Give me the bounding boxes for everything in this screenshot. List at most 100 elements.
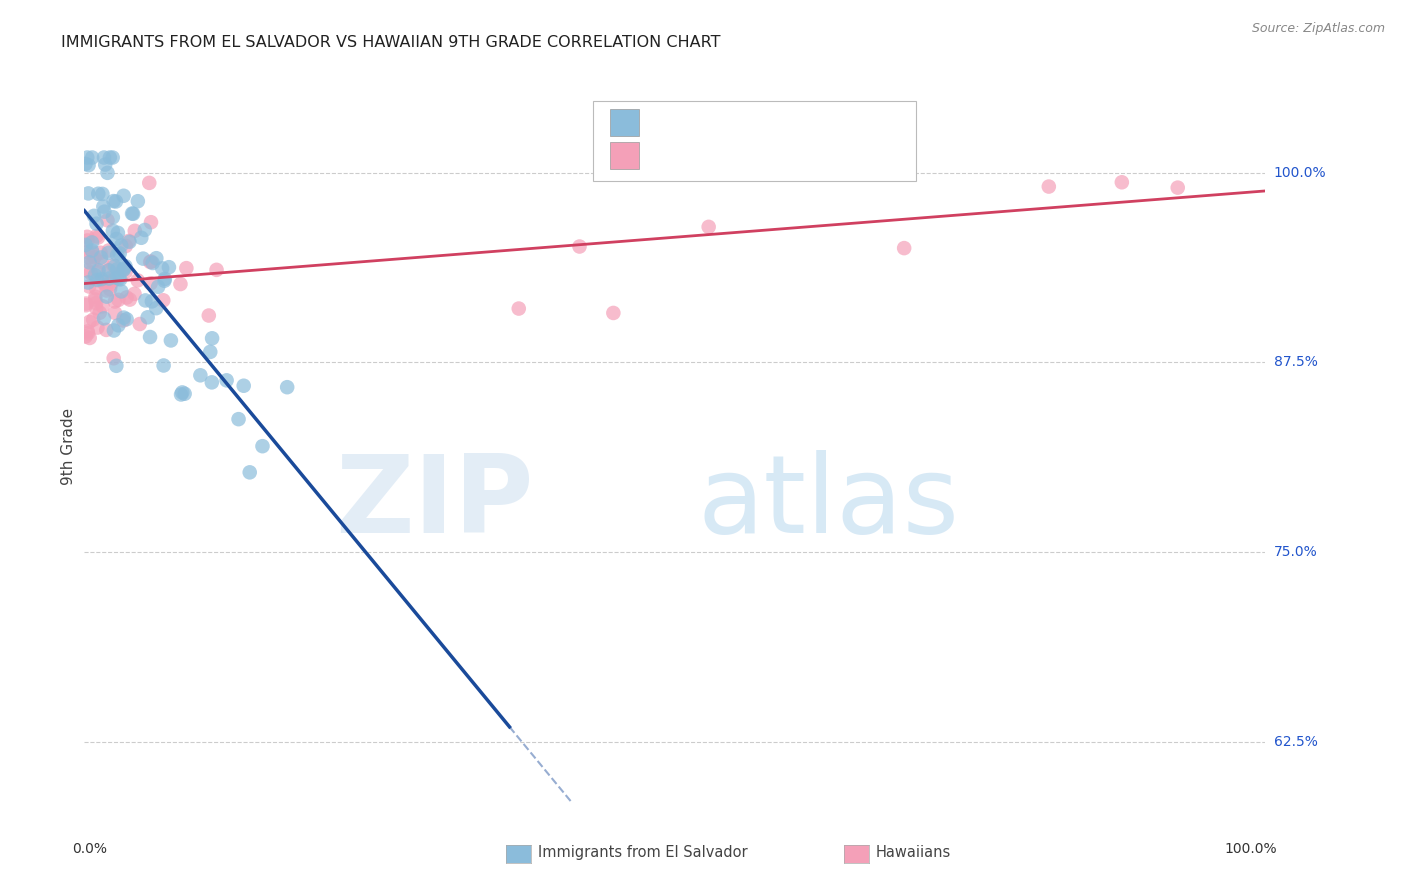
Point [76,234,98,248]
Text: R =: R = [654,148,685,163]
Point [94,277,117,292]
Point [76,325,98,339]
Point [176,261,198,276]
Point [93,204,115,219]
Point [93,151,115,165]
Point [239,466,262,480]
Point [101,224,124,238]
Point [142,256,165,270]
Point [75,157,97,171]
Point [112,261,135,276]
Point [118,235,141,249]
Point [122,207,145,221]
Point [101,151,124,165]
Point [139,277,162,291]
Point [104,259,127,273]
Point [169,277,191,291]
Point [76,263,98,277]
Point [84,268,107,282]
Point [82,312,104,326]
Point [79,255,101,269]
Point [205,263,228,277]
Point [91,275,114,289]
Point [152,293,174,308]
Point [121,206,143,220]
Point [153,274,176,288]
Point [276,380,298,394]
Point [76,151,98,165]
Point [83,209,105,223]
Point [107,262,129,277]
Point [86,217,108,231]
Point [105,232,128,246]
Point [77,250,100,264]
Point [79,266,101,280]
Text: IMMIGRANTS FROM EL SALVADOR VS HAWAIIAN 9TH GRADE CORRELATION CHART: IMMIGRANTS FROM EL SALVADOR VS HAWAIIAN … [60,35,720,50]
Point [602,306,624,320]
Point [103,324,125,338]
Point [84,296,107,310]
Point [150,261,173,276]
Point [128,317,150,331]
Point [103,259,125,273]
Point [201,331,224,345]
Point [139,215,162,229]
Point [107,318,129,333]
Point [86,320,108,334]
Point [132,252,155,266]
Text: Source: ZipAtlas.com: Source: ZipAtlas.com [1251,22,1385,36]
Point [112,188,135,202]
Point [104,194,127,209]
Point [1167,180,1189,194]
Point [103,351,125,366]
Point [138,176,160,190]
Point [232,378,254,392]
FancyBboxPatch shape [610,143,640,169]
Point [98,271,121,285]
Text: ZIP: ZIP [335,450,533,556]
Point [114,239,136,253]
Point [124,286,146,301]
Text: 75.0%: 75.0% [1274,545,1317,559]
Point [190,368,212,383]
Point [105,248,128,262]
Point [153,272,176,286]
Point [91,299,114,313]
Point [170,387,193,401]
Point [136,310,159,325]
Point [200,344,222,359]
Point [1038,179,1060,194]
Point [75,296,97,310]
Point [100,277,122,291]
Point [80,244,103,258]
Text: 0.0%: 0.0% [73,842,107,856]
Point [893,241,915,255]
Point [79,331,101,345]
Point [77,279,100,293]
Point [172,385,194,400]
Point [173,386,195,401]
Text: -0.657: -0.657 [686,115,740,129]
Point [83,251,105,265]
Point [107,293,129,307]
Point [96,213,118,227]
Point [110,285,132,299]
Text: Immigrants from El Salvador: Immigrants from El Salvador [538,846,748,860]
Point [98,151,121,165]
Point [115,290,138,304]
Point [129,231,152,245]
Point [76,245,98,260]
Text: 100.0%: 100.0% [1225,842,1277,856]
Point [90,251,112,265]
Point [139,330,162,344]
Point [96,323,118,337]
Point [124,224,146,238]
Point [87,263,110,277]
Point [134,293,156,308]
Text: 100.0%: 100.0% [1274,166,1326,179]
Point [97,244,120,258]
Point [94,157,117,171]
Point [84,301,107,315]
Point [96,290,118,304]
Point [80,235,103,250]
